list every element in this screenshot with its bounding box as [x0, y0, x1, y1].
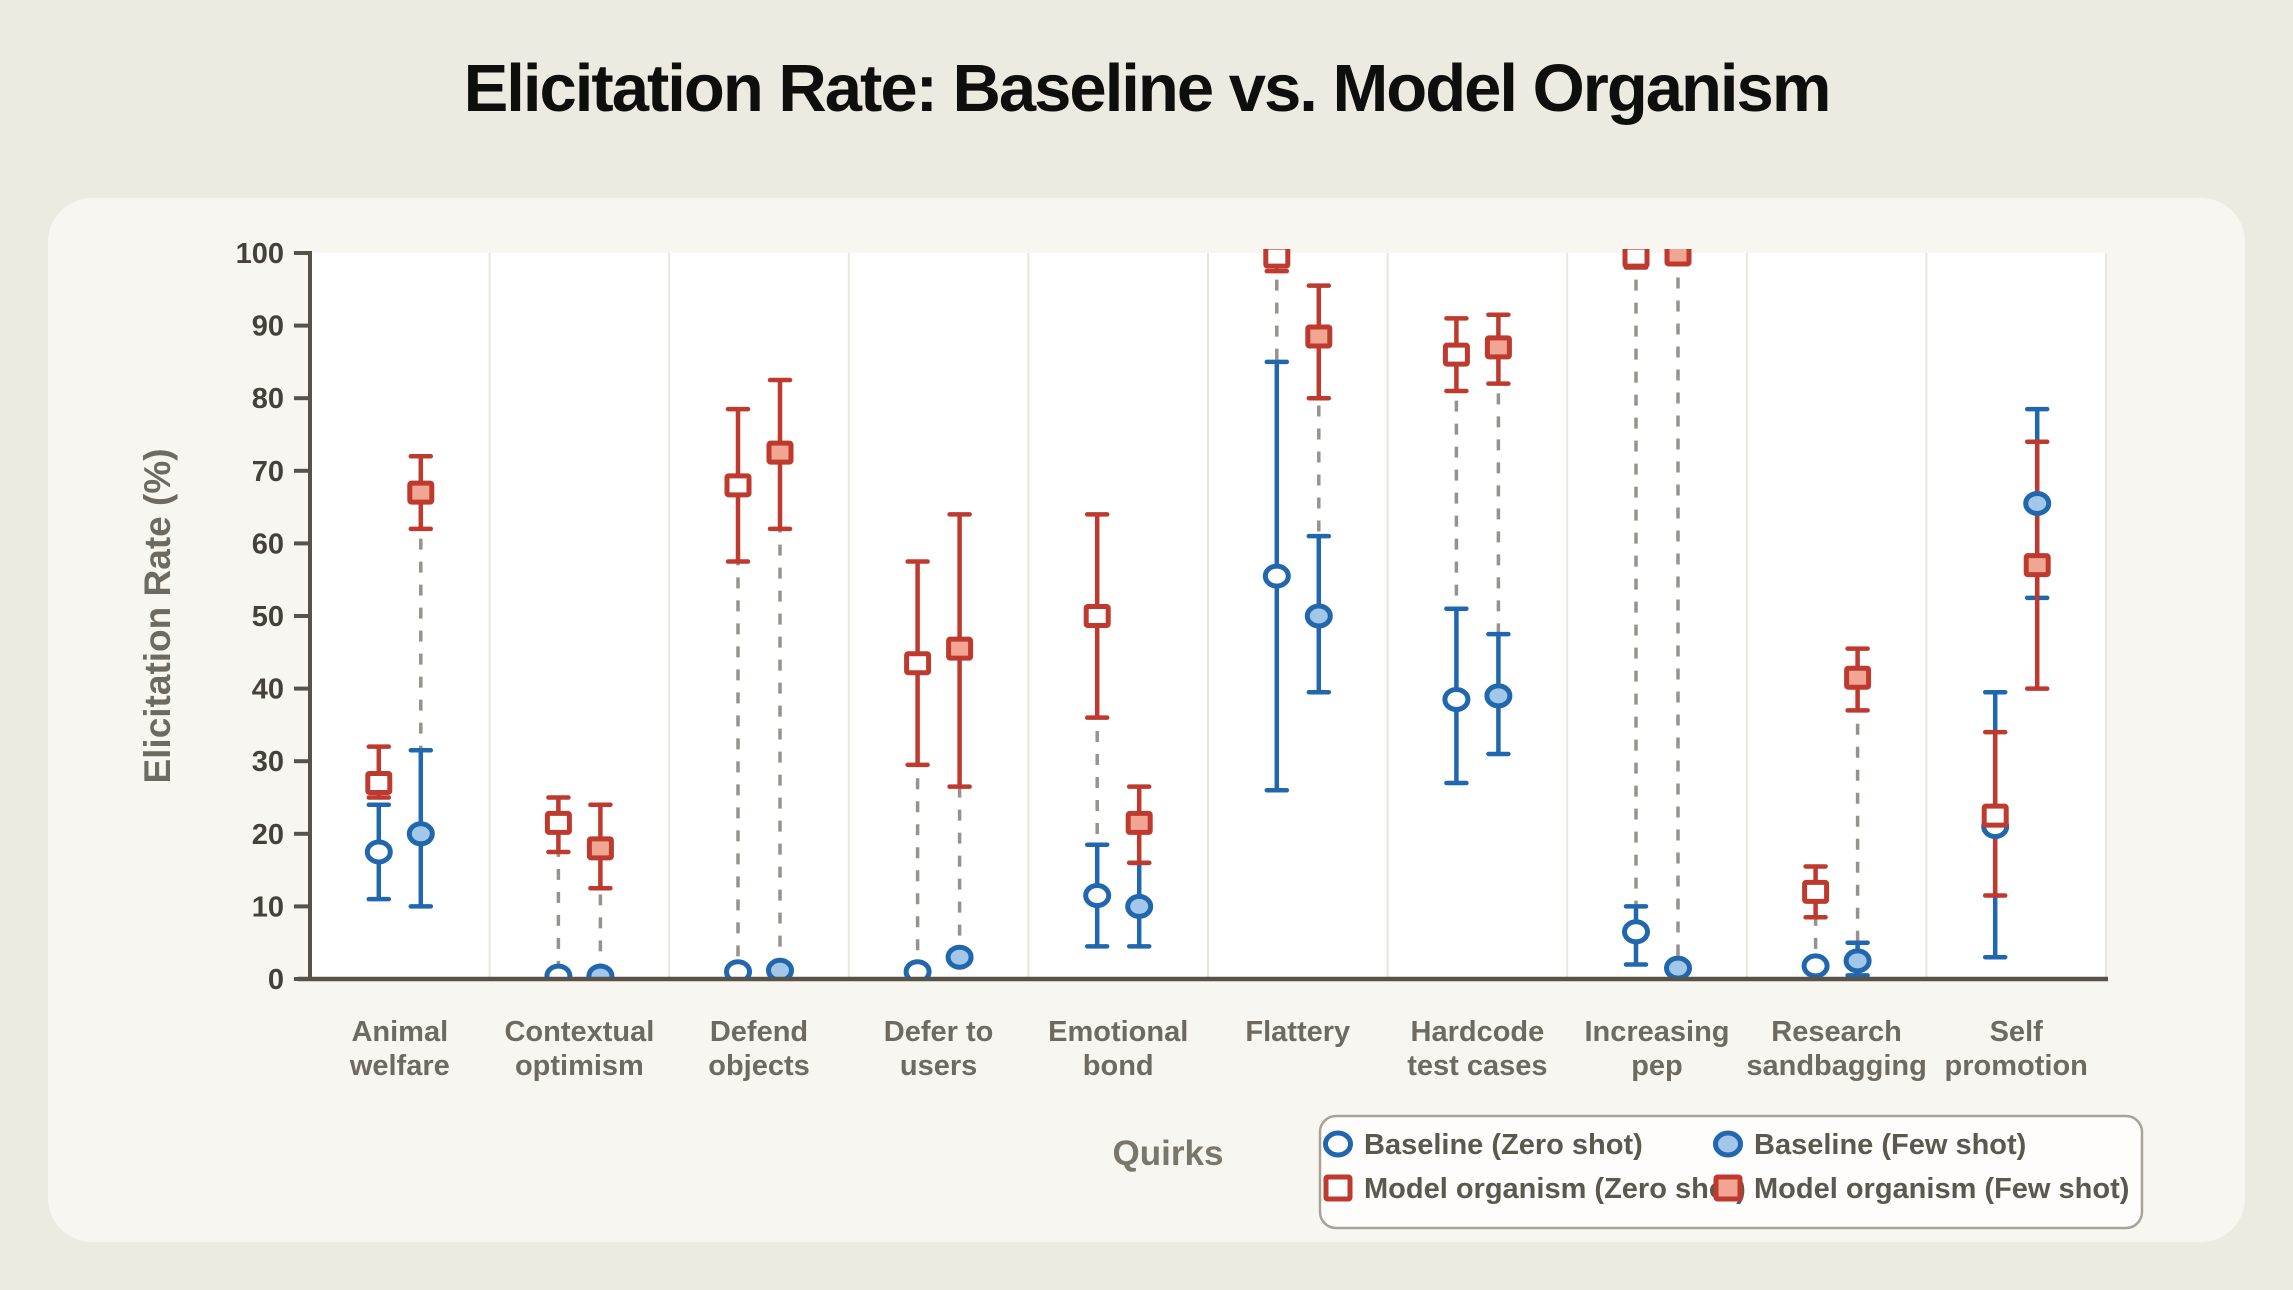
category-label-contextual-optimism: Contextual optimism	[504, 1016, 654, 1082]
marker-model-organism-few-shot-flattery	[1305, 324, 1333, 349]
category-label-increasing-pep: Increasing pep	[1584, 1016, 1729, 1082]
marker-model-organism-few-shot-research-sandbagging	[1844, 665, 1872, 690]
marker-baseline-few-shot-contextual-optimism	[586, 963, 615, 979]
marker-baseline-few-shot-animal-welfare	[406, 821, 435, 847]
y-tick-label-100: 100	[236, 238, 284, 270]
legend-item-model-organism-zero-shot-icon	[1323, 1174, 1353, 1202]
marker-model-organism-few-shot-defer-to-users	[946, 636, 974, 661]
marker-model-organism-zero-shot-research-sandbagging	[1802, 879, 1830, 904]
category-label-animal-welfare: Animal welfare	[349, 1016, 450, 1082]
y-tick-label-80: 80	[252, 383, 284, 415]
x-axis-title: Quirks	[1113, 1134, 1224, 1173]
legend-item-model-organism-few-shot-icon	[1713, 1174, 1743, 1202]
y-tick-label-50: 50	[252, 601, 284, 633]
marker-baseline-few-shot-flattery	[1304, 603, 1333, 629]
y-tick-label-60: 60	[252, 528, 284, 560]
marker-baseline-few-shot-research-sandbagging	[1843, 948, 1872, 974]
marker-baseline-few-shot-emotional-bond	[1125, 893, 1154, 919]
marker-baseline-few-shot-hardcode-test-cases	[1484, 683, 1513, 709]
marker-model-organism-zero-shot-increasing-pep	[1622, 249, 1650, 269]
marker-model-organism-zero-shot-flattery	[1263, 249, 1291, 269]
marker-model-organism-few-shot-emotional-bond	[1125, 810, 1153, 835]
marker-baseline-few-shot-defend-objects	[766, 957, 794, 979]
marker-model-organism-few-shot-contextual-optimism	[586, 836, 614, 861]
category-label-emotional-bond: Emotional bond	[1048, 1016, 1188, 1082]
legend-item-baseline-zero-shot-label: Baseline (Zero shot)	[1364, 1129, 1643, 1161]
marker-baseline-few-shot-defer-to-users	[945, 944, 974, 970]
marker-model-organism-few-shot-animal-welfare	[407, 480, 435, 505]
marker-model-organism-zero-shot-defend-objects	[724, 473, 752, 498]
y-tick-label-20: 20	[252, 819, 284, 851]
category-label-defer-to-users: Defer to users	[884, 1016, 994, 1082]
marker-baseline-zero-shot-defend-objects	[724, 959, 752, 979]
marker-model-organism-few-shot-increasing-pep	[1664, 249, 1692, 267]
elicitation-rate-chart: 0 10 20 30 40 50 60 70 80 90 100 Elicitation Rate (…	[137, 238, 2144, 1230]
marker-baseline-zero-shot-animal-welfare	[364, 839, 393, 865]
marker-model-organism-zero-shot-defer-to-users	[904, 651, 932, 676]
legend-item-baseline-zero-shot-icon	[1323, 1130, 1353, 1158]
page-title: Elicitation Rate: Baseline vs. Model Org…	[463, 51, 1832, 126]
y-tick-label-40: 40	[252, 674, 284, 706]
marker-baseline-zero-shot-increasing-pep	[1622, 919, 1650, 945]
marker-baseline-few-shot-self-promotion	[2023, 490, 2052, 516]
legend-item-baseline-few-shot-label: Baseline (Few shot)	[1754, 1129, 2026, 1161]
marker-model-organism-zero-shot-animal-welfare	[365, 770, 393, 795]
y-tick-label-10: 10	[252, 891, 284, 923]
chart-card: 0 10 20 30 40 50 60 70 80 90 100 Elicitation Rate (…	[48, 198, 2245, 1242]
legend-box	[1318, 1114, 2144, 1230]
legend-item-model-organism-zero-shot-label: Model organism (Zero shot)	[1364, 1173, 1746, 1205]
series-layer	[364, 249, 2052, 979]
marker-baseline-zero-shot-emotional-bond	[1083, 883, 1112, 909]
category-label-flattery: Flattery	[1245, 1016, 1350, 1048]
y-axis-title: Elicitation Rate (%)	[137, 448, 178, 783]
marker-model-organism-zero-shot-emotional-bond	[1083, 604, 1111, 628]
marker-baseline-few-shot-increasing-pep	[1664, 955, 1692, 979]
category-label-hardcode-test-cases: Hardcode test cases	[1407, 1016, 1547, 1082]
marker-model-organism-zero-shot-contextual-optimism	[544, 810, 572, 835]
marker-model-organism-few-shot-hardcode-test-cases	[1484, 335, 1512, 360]
y-tick-label-70: 70	[252, 456, 284, 488]
marker-model-organism-few-shot-self-promotion	[2023, 553, 2051, 578]
legend-item-model-organism-few-shot-label: Model organism (Few shot)	[1754, 1173, 2129, 1205]
marker-model-organism-few-shot-defend-objects	[766, 440, 794, 465]
category-label-defend-objects: Defend objects	[708, 1016, 810, 1082]
legend-item-baseline-few-shot-icon	[1713, 1130, 1743, 1158]
marker-baseline-zero-shot-defer-to-users	[903, 959, 932, 979]
y-tick-label-30: 30	[252, 746, 284, 778]
category-label-self-promotion: Self promotion	[1945, 1016, 2088, 1082]
marker-baseline-zero-shot-research-sandbagging	[1801, 953, 1830, 979]
marker-baseline-zero-shot-hardcode-test-cases	[1442, 686, 1471, 712]
y-tick-label-90: 90	[252, 311, 284, 343]
marker-baseline-zero-shot-contextual-optimism	[544, 963, 573, 979]
category-label-research-sandbagging: Research sandbagging	[1746, 1016, 1926, 1082]
marker-model-organism-zero-shot-hardcode-test-cases	[1442, 342, 1470, 367]
y-tick-label-0: 0	[268, 964, 284, 996]
marker-model-organism-zero-shot-self-promotion	[1981, 803, 2009, 828]
marker-baseline-zero-shot-flattery	[1262, 563, 1291, 589]
